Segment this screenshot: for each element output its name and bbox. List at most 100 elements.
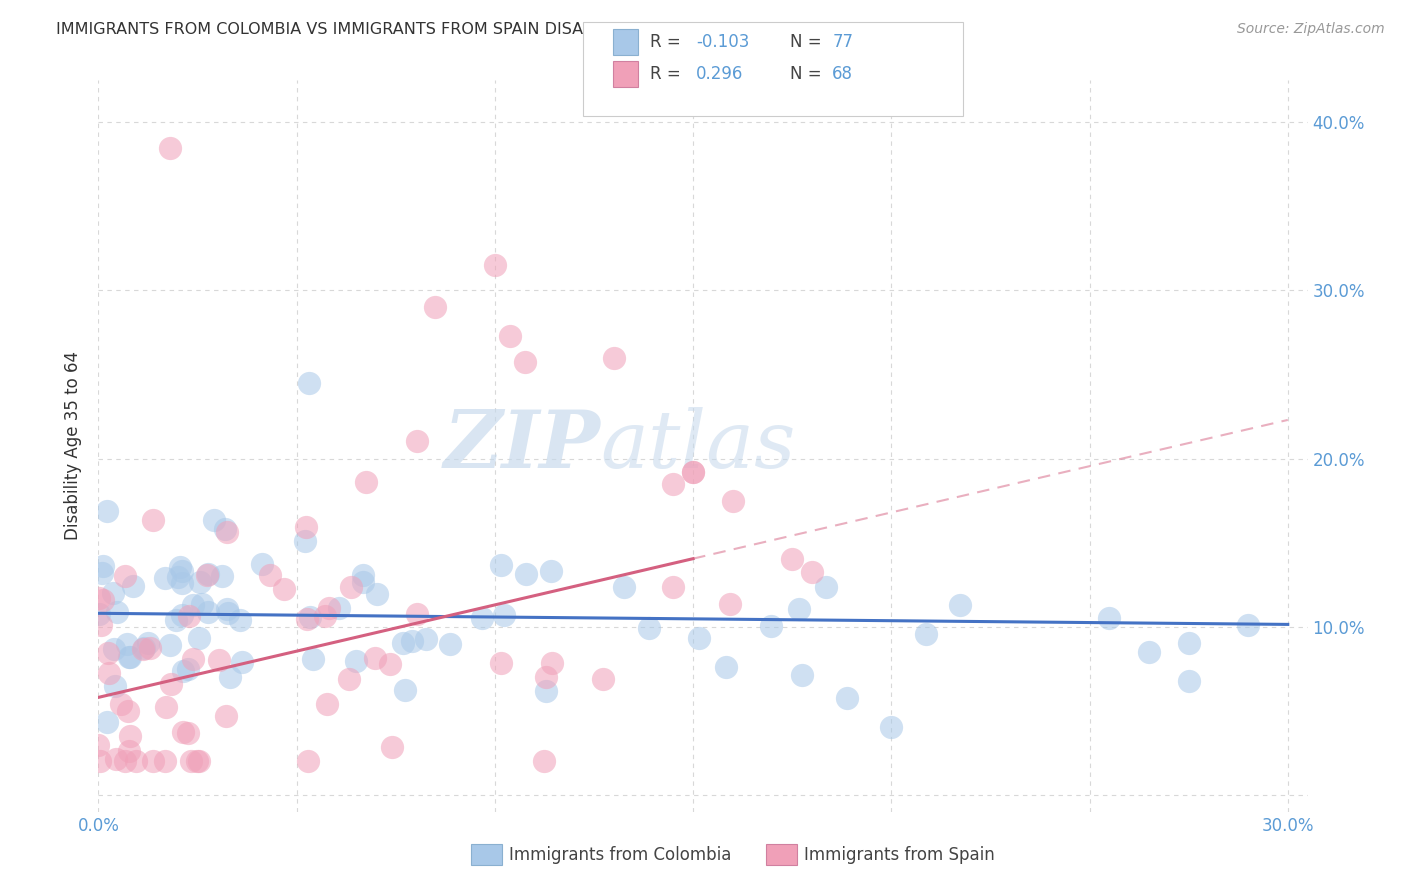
Point xyxy=(406,434,429,448)
Point xyxy=(89,754,111,768)
Point xyxy=(415,632,437,646)
Point xyxy=(231,655,253,669)
Point xyxy=(425,300,447,314)
Point xyxy=(484,258,506,272)
Point xyxy=(169,560,191,574)
Text: R =: R = xyxy=(650,33,686,51)
Point xyxy=(716,660,738,674)
Point xyxy=(118,650,141,665)
Point xyxy=(352,568,374,582)
Point xyxy=(172,607,194,622)
Point xyxy=(298,376,321,390)
Point xyxy=(105,751,128,765)
Point xyxy=(103,641,125,656)
Point xyxy=(115,637,138,651)
Point xyxy=(273,582,295,596)
Point xyxy=(682,465,704,479)
Point xyxy=(489,656,512,670)
Point xyxy=(98,666,121,681)
Point xyxy=(197,567,219,582)
Point xyxy=(181,652,204,666)
Point xyxy=(214,522,236,536)
Point xyxy=(540,565,562,579)
Point xyxy=(105,606,128,620)
Point xyxy=(720,598,742,612)
Point xyxy=(637,621,659,635)
Point xyxy=(688,631,710,645)
Point xyxy=(139,640,162,655)
Point xyxy=(354,475,377,489)
Point xyxy=(103,586,125,600)
Text: 0.296: 0.296 xyxy=(696,65,744,83)
Text: -0.103: -0.103 xyxy=(696,33,749,51)
Point xyxy=(366,587,388,601)
Point xyxy=(314,609,336,624)
Point xyxy=(682,465,704,479)
Text: Immigrants from Colombia: Immigrants from Colombia xyxy=(509,846,731,863)
Point xyxy=(87,738,110,752)
Point xyxy=(132,641,155,656)
Point xyxy=(489,558,512,573)
Text: IMMIGRANTS FROM COLOMBIA VS IMMIGRANTS FROM SPAIN DISABILITY AGE 35 TO 64 CORREL: IMMIGRANTS FROM COLOMBIA VS IMMIGRANTS F… xyxy=(56,22,928,37)
Point xyxy=(297,754,319,768)
Point xyxy=(110,698,132,712)
Point xyxy=(294,520,316,534)
Point xyxy=(780,552,803,566)
Point xyxy=(172,665,194,679)
Point xyxy=(337,673,360,687)
Point xyxy=(117,705,139,719)
Point xyxy=(592,673,614,687)
Point xyxy=(142,754,165,768)
Point xyxy=(498,329,520,343)
Point xyxy=(790,668,813,682)
Point xyxy=(117,649,139,664)
Point xyxy=(381,739,404,754)
Point xyxy=(166,569,188,583)
Point xyxy=(97,646,120,660)
Point xyxy=(155,700,177,714)
Point xyxy=(789,602,811,616)
Point xyxy=(195,567,218,582)
Point xyxy=(217,606,239,620)
Text: R =: R = xyxy=(650,65,686,83)
Point xyxy=(118,744,141,758)
Point xyxy=(172,575,194,590)
Point xyxy=(1177,674,1199,689)
Point xyxy=(159,638,181,652)
Point xyxy=(165,613,187,627)
Point xyxy=(613,580,636,594)
Point xyxy=(177,609,200,624)
Point xyxy=(215,525,238,540)
Point xyxy=(494,607,516,622)
Text: ZIP: ZIP xyxy=(443,408,600,484)
Point xyxy=(250,558,273,572)
Point xyxy=(229,613,252,627)
Point xyxy=(103,679,125,693)
Point xyxy=(391,635,413,649)
Y-axis label: Disability Age 35 to 64: Disability Age 35 to 64 xyxy=(65,351,83,541)
Point xyxy=(114,754,136,768)
Point xyxy=(91,593,114,607)
Point xyxy=(401,634,423,648)
Point xyxy=(344,654,367,668)
Point xyxy=(340,580,363,594)
Point xyxy=(533,754,555,768)
Point xyxy=(949,598,972,612)
Point xyxy=(125,754,148,768)
Point xyxy=(439,637,461,651)
Point xyxy=(406,607,429,621)
Point xyxy=(187,631,209,645)
Point xyxy=(1177,636,1199,650)
Point xyxy=(534,684,557,698)
Point xyxy=(186,754,208,768)
Text: N =: N = xyxy=(790,33,827,51)
Point xyxy=(915,627,938,641)
Point xyxy=(378,657,401,672)
Point xyxy=(294,533,316,548)
Point xyxy=(181,599,204,613)
Point xyxy=(880,720,903,734)
Point xyxy=(814,580,837,594)
Point xyxy=(299,610,322,624)
Point xyxy=(142,513,165,527)
Point xyxy=(159,140,181,154)
